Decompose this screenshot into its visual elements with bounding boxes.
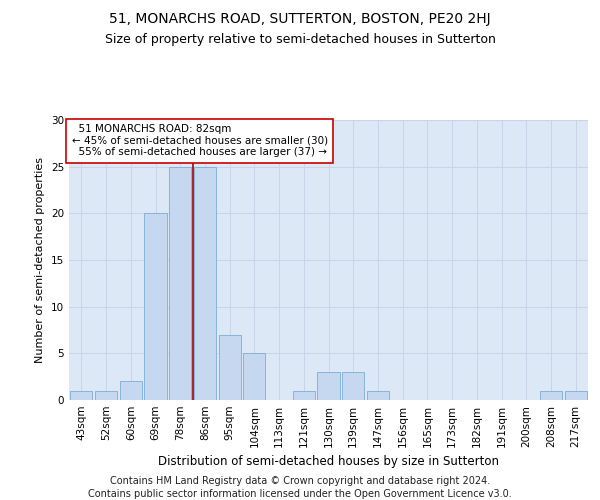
Bar [243, 354, 265, 400]
Text: 51, MONARCHS ROAD, SUTTERTON, BOSTON, PE20 2HJ: 51, MONARCHS ROAD, SUTTERTON, BOSTON, PE… [109, 12, 491, 26]
Bar [169, 166, 191, 400]
Bar [565, 390, 587, 400]
Bar [367, 390, 389, 400]
Bar [119, 382, 142, 400]
Bar [293, 390, 315, 400]
Bar [540, 390, 562, 400]
Y-axis label: Number of semi-detached properties: Number of semi-detached properties [35, 157, 46, 363]
X-axis label: Distribution of semi-detached houses by size in Sutterton: Distribution of semi-detached houses by … [158, 456, 499, 468]
Bar [194, 166, 216, 400]
Text: Size of property relative to semi-detached houses in Sutterton: Size of property relative to semi-detach… [104, 32, 496, 46]
Text: 51 MONARCHS ROAD: 82sqm  
← 45% of semi-detached houses are smaller (30)
  55% o: 51 MONARCHS ROAD: 82sqm ← 45% of semi-de… [71, 124, 328, 158]
Bar [95, 390, 117, 400]
Bar [317, 372, 340, 400]
Bar [145, 214, 167, 400]
Bar [218, 334, 241, 400]
Text: Contains public sector information licensed under the Open Government Licence v3: Contains public sector information licen… [88, 489, 512, 499]
Bar [342, 372, 364, 400]
Text: Contains HM Land Registry data © Crown copyright and database right 2024.: Contains HM Land Registry data © Crown c… [110, 476, 490, 486]
Bar [70, 390, 92, 400]
